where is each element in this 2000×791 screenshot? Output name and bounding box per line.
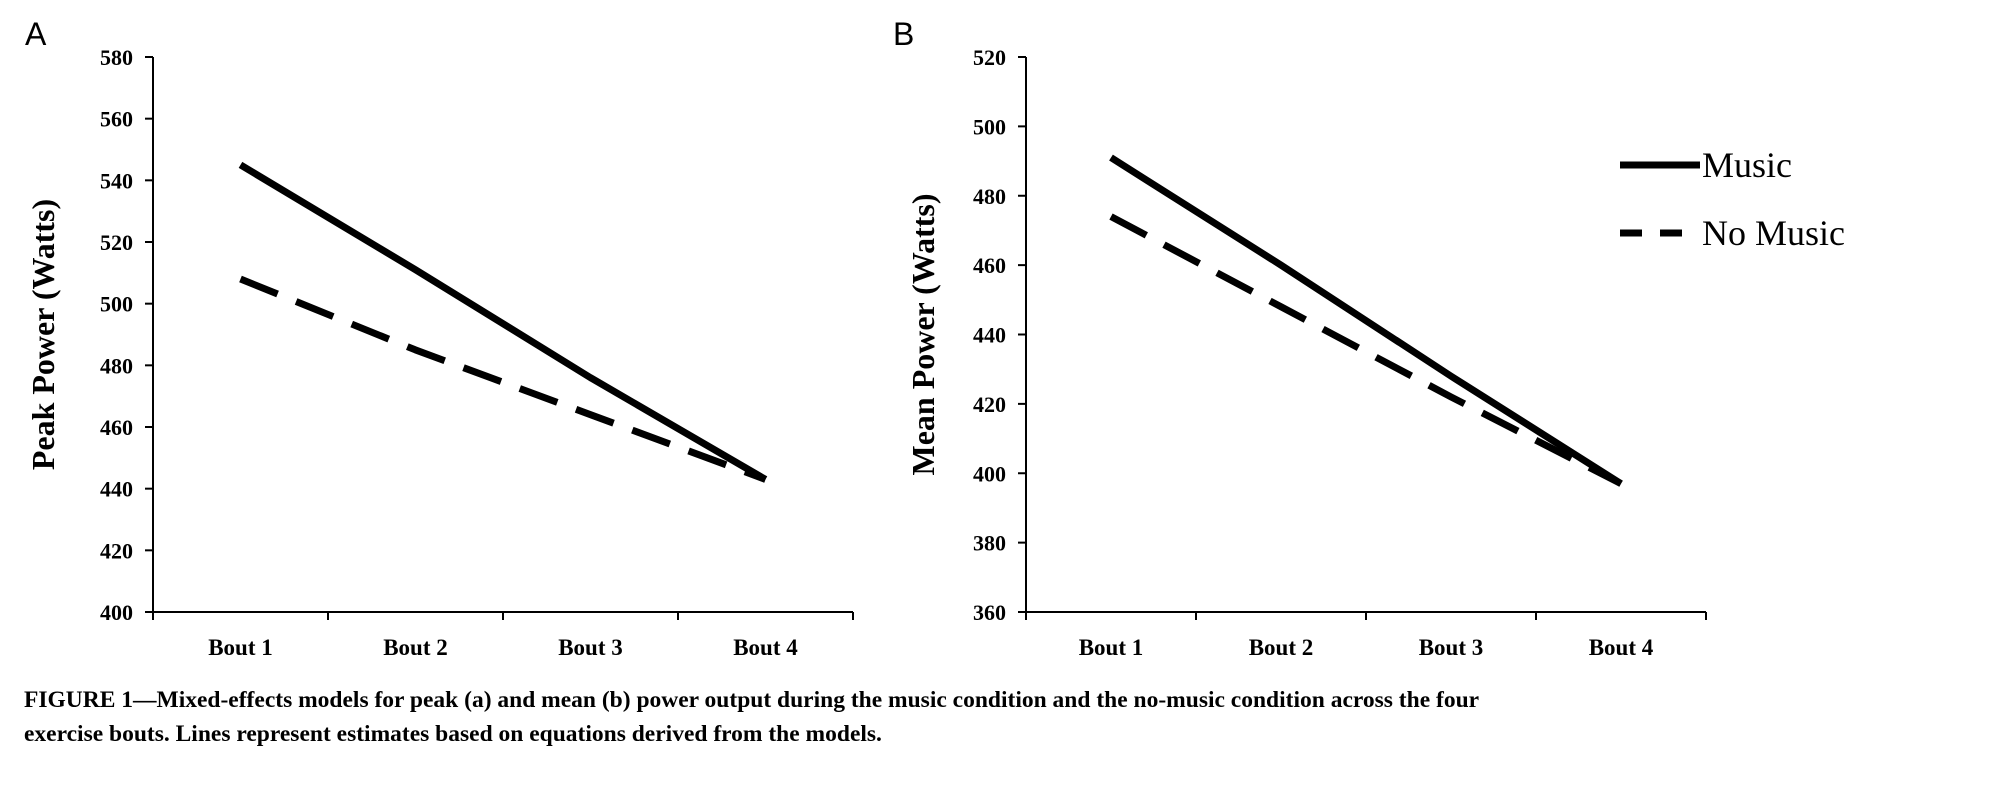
caption-line-2: exercise bouts. Lines represent estimate… [24,721,882,747]
y-tick-label: 520 [100,230,133,255]
y-tick-label: 560 [100,107,133,132]
x-category-label: Bout 1 [1079,635,1144,660]
x-category-label: Bout 2 [1249,635,1314,660]
y-tick-label: 420 [100,538,133,563]
y-tick-label: 480 [973,184,1006,209]
y-tick-label: 500 [973,114,1006,139]
y-tick-label: 460 [100,415,133,440]
y-tick-label: 480 [100,353,133,378]
legend-music-label: Music [1702,145,1792,185]
y-tick-label: 520 [973,45,1006,70]
no-music-series-line [1109,213,1623,487]
panel-a-peak-power-chart: A 400 420 440 460 480 500 520 540 560 580 Bout 1 Bou… [25,16,854,660]
y-tick-label: 500 [100,292,133,317]
panel-label: A [25,16,47,52]
y-tick-label: 540 [100,168,133,193]
y-tick-label: 360 [973,600,1006,625]
panel-label: B [893,16,914,52]
y-tick-label: 580 [100,45,133,70]
y-tick-label: 460 [973,253,1006,278]
y-axis-label: Peak Power (Watts) [25,199,61,470]
music-series-line [1109,154,1623,487]
y-tick-label: 400 [973,461,1006,486]
y-axis-label: Mean Power (Watts) [905,194,941,476]
x-category-label: Bout 4 [1589,635,1654,660]
music-series-line [238,161,768,483]
legend: Music No Music [1620,145,1845,253]
y-tick-label: 440 [100,477,133,502]
x-category-label: Bout 3 [1419,635,1484,660]
x-category-label: Bout 1 [208,635,273,660]
y-tick-label: 400 [100,600,133,625]
y-tick-label: 380 [973,531,1006,556]
x-category-label: Bout 3 [558,635,623,660]
y-tick-label: 420 [973,392,1006,417]
panel-b-mean-power-chart: B 360 380 400 420 440 460 480 500 520 Bout 1 Bout 2… [893,16,1845,660]
caption-line-1: FIGURE 1—Mixed-effects models for peak (… [24,687,1480,713]
no-music-series-line [239,275,767,483]
legend-no-music-label: No Music [1702,213,1845,253]
x-category-label: Bout 4 [733,635,798,660]
y-tick-label: 440 [973,323,1006,348]
figure-caption: FIGURE 1—Mixed-effects models for peak (… [24,683,1924,751]
x-category-label: Bout 2 [383,635,448,660]
